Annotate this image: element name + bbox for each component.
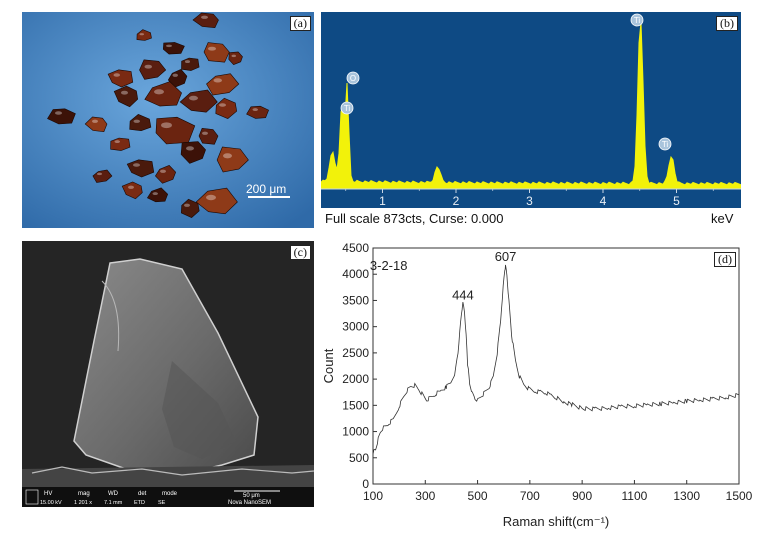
sem-field-value: ETD (134, 500, 145, 506)
chart-annotation: 607 (495, 249, 517, 264)
grain (162, 42, 185, 55)
grain (180, 141, 206, 164)
sem-field-name: HV (44, 491, 52, 497)
sem-field-name: WD (108, 491, 119, 497)
sem-scale-label: 50 μm (243, 493, 260, 499)
x-axis-label: Raman shift(cm⁻¹) (503, 514, 610, 529)
y-tick-label: 0 (362, 477, 369, 491)
x-tick-label: 1100 (622, 489, 648, 503)
grain (246, 105, 269, 119)
y-tick-label: 3500 (342, 293, 369, 307)
raman-chart: 0 500 1000 1500 2000 2500 3000 3500 4000 4500 100… (321, 241, 753, 529)
sem-panel: HV 15.00 kV mag 1 201 x WD 7.1 mm det ETD mode SE… (22, 241, 314, 507)
sem-instrument: Nova NanoSEM (228, 500, 271, 506)
eds-x-tick: 2 (453, 194, 460, 208)
grain (192, 12, 219, 29)
grain (144, 81, 182, 107)
eds-spectrum: 1 2 3 4 5 O Ti Ti Ti Full scale 873cts, Curse: … (321, 12, 741, 228)
grain (113, 85, 139, 108)
eds-spectrum-fill (321, 22, 741, 190)
y-tick-label: 4500 (342, 241, 369, 255)
x-tick-label: 100 (363, 489, 383, 503)
peak-marker (658, 137, 672, 151)
eds-spectrum-panel: 1 2 3 4 5 O Ti Ti Ti Full scale 873cts, Curse: … (321, 12, 741, 228)
x-tick-label: 1300 (673, 489, 700, 503)
grain (203, 42, 230, 63)
grain (47, 108, 76, 125)
grains-image: 200 μm (22, 12, 314, 228)
eds-x-tick: 4 (600, 194, 607, 208)
x-tick-label: 300 (415, 489, 435, 503)
grain (195, 187, 238, 215)
eds-unit-label: keV (711, 211, 734, 226)
x-tick-label: 1500 (726, 489, 753, 503)
grain (84, 116, 108, 133)
grain (126, 159, 155, 178)
grain (179, 89, 218, 113)
panel-label-a: (a) (289, 16, 311, 31)
panel-label-b: (b) (716, 16, 738, 31)
grain (110, 137, 131, 151)
grain (92, 169, 113, 183)
y-tick-label: 500 (349, 451, 369, 465)
grain (180, 198, 200, 218)
eds-footer (321, 208, 741, 228)
eds-x-tick: 3 (526, 194, 533, 208)
raman-series-line (372, 264, 740, 455)
peak-label: Ti (634, 16, 641, 25)
raman-chart-panel: 0 500 1000 1500 2000 2500 3000 3500 4000 4500 100… (320, 240, 770, 538)
y-tick-label: 2000 (342, 372, 369, 386)
y-tick-label: 4000 (342, 267, 369, 281)
y-tick-label: 3000 (342, 320, 369, 334)
sem-field-name: mag (78, 491, 90, 497)
grain (216, 146, 249, 173)
grain (228, 51, 243, 66)
grain (107, 69, 134, 88)
grain (129, 114, 152, 132)
panel-label-d: (d) (714, 252, 736, 267)
grain (121, 181, 143, 200)
chart-annotation: 444 (452, 287, 474, 302)
grain (136, 29, 152, 41)
sem-field-name: det (138, 491, 147, 497)
sem-field-value: 1 201 x (74, 500, 92, 506)
grain (155, 116, 196, 145)
eds-x-tick: 5 (673, 194, 680, 208)
x-tick-label: 700 (520, 489, 540, 503)
y-axis-label: Count (321, 348, 336, 383)
y-tick-label: 1500 (342, 398, 369, 412)
grain (198, 127, 219, 145)
grain (181, 57, 200, 71)
peak-marker (630, 13, 644, 27)
micrograph-panel: 200 μm (a) (22, 12, 314, 228)
plot-frame (372, 247, 740, 485)
y-tick-label: 2500 (342, 346, 369, 360)
x-tick-label: 900 (572, 489, 592, 503)
grain (139, 59, 167, 80)
chart-annotation: 3-2-18 (370, 258, 408, 273)
panel-label-c: (c) (289, 245, 311, 260)
grain (206, 73, 240, 96)
eds-x-tick: 1 (379, 194, 386, 208)
peak-label: Ti (344, 104, 351, 113)
sem-field-value: SE (158, 500, 166, 506)
peak-label: Ti (662, 140, 669, 149)
sem-info-bar (22, 487, 314, 507)
peak-marker (346, 71, 360, 85)
sem-field-value: 15.00 kV (40, 500, 62, 506)
sem-image: HV 15.00 kV mag 1 201 x WD 7.1 mm det ETD mode SE… (22, 241, 314, 507)
x-tick-label: 500 (468, 489, 488, 503)
scale-bar-label: 200 μm (246, 182, 286, 196)
grain (215, 97, 238, 119)
sem-field-name: mode (162, 491, 178, 497)
sem-field-value: 7.1 mm (104, 500, 123, 506)
eds-footer-text: Full scale 873cts, Curse: 0.000 (325, 211, 503, 226)
grain (155, 165, 177, 184)
y-tick-label: 1000 (342, 425, 369, 439)
peak-marker (340, 101, 354, 115)
grain (146, 187, 169, 203)
peak-label: O (350, 74, 356, 83)
